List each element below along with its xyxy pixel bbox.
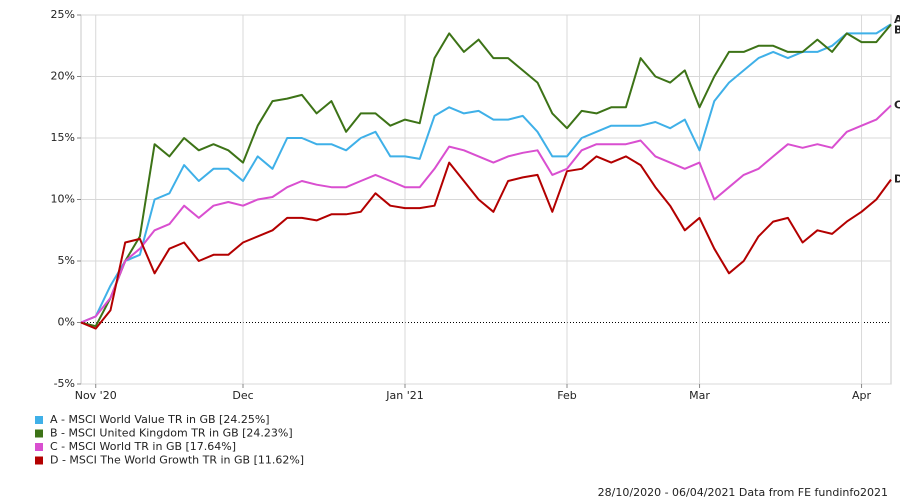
legend-swatch [35,429,43,438]
x-tick-label: Mar [689,389,710,402]
legend-label: B - MSCI United Kingdom TR in GB [24.23%… [50,427,293,440]
y-tick-label: 0% [58,316,75,329]
legend-swatch [35,443,43,451]
series-line [80,155,892,330]
x-tick-label: Apr [852,389,872,402]
x-tick-label: Jan '21 [385,389,423,402]
y-tick-label: 5% [58,254,75,267]
legend-label: C - MSCI World TR in GB [17.64%] [50,440,236,453]
y-tick-label: 25% [51,8,75,21]
y-tick-label: 10% [51,193,75,206]
legend-label: A - MSCI World Value TR in GB [24.25%] [50,413,270,426]
series-end-tag: D [894,173,900,186]
series-end-tag: C [894,99,900,112]
series-line [80,23,892,328]
x-tick-label: Feb [557,389,576,402]
series-end-tag: B [894,23,900,36]
x-tick-label: Nov '20 [75,389,117,402]
legend-label: D - MSCI The World Growth TR in GB [11.6… [50,454,304,467]
footer: 28/10/2020 - 06/04/2021 Data from FE fun… [598,486,888,499]
series-end-tag: A [894,13,900,26]
y-tick-label: 15% [51,131,75,144]
legend-swatch [35,416,43,424]
series-line [80,23,892,324]
x-tick-label: Dec [232,389,253,402]
y-tick-label: -5% [54,377,75,390]
series-line [80,104,892,324]
y-tick-label: 20% [51,70,75,83]
legend-swatch [35,456,43,465]
